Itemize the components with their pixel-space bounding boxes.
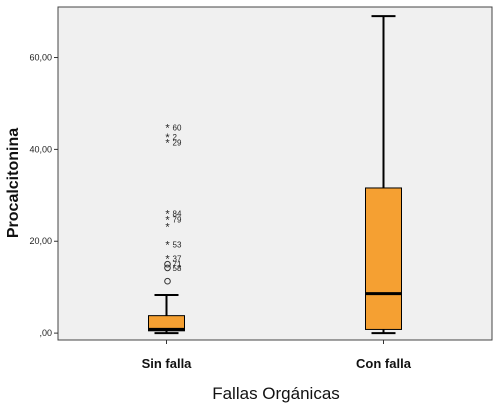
outlier-label: 58 [173, 264, 182, 273]
outlier-star: * [165, 137, 170, 149]
y-tick-label: 40,00 [29, 144, 52, 154]
outlier-star: * [165, 215, 170, 227]
outlier-label: 37 [173, 255, 182, 264]
outlier-label: 60 [173, 123, 182, 132]
y-tick-label: 60,00 [29, 53, 52, 63]
outlier-circle [164, 260, 171, 268]
box-iqr [365, 187, 402, 330]
outlier-label: 53 [173, 240, 182, 249]
outlier-star: * [165, 254, 170, 266]
outlier-circle [164, 264, 171, 272]
outlier-label: 29 [173, 138, 182, 147]
y-tick-label: ,00 [39, 328, 52, 338]
outlier-star: * [165, 209, 170, 221]
outlier-label: 84 [173, 210, 182, 219]
y-tick-label: 20,00 [29, 236, 52, 246]
x-tick-label: Con falla [356, 356, 412, 371]
plot-area [57, 6, 493, 341]
y-axis-label: Procalcitonina [5, 128, 22, 238]
outlier-label: 2 [173, 133, 178, 142]
outlier-star: * [165, 132, 170, 144]
x-tick-label: Sin falla [142, 356, 193, 371]
x-axis-label: Fallas Orgánicas [212, 384, 340, 403]
outlier-circle [164, 277, 171, 285]
outlier-star: * [165, 122, 170, 134]
outlier-label: 71 [173, 260, 182, 269]
outlier-label: 79 [173, 216, 182, 225]
outlier-star: * [165, 222, 170, 234]
outlier-star: * [165, 239, 170, 251]
